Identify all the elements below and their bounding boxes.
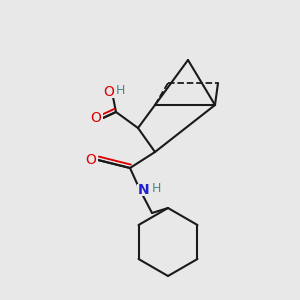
Text: O: O — [85, 153, 96, 167]
Bar — [84, 154, 98, 166]
Bar — [101, 86, 117, 98]
Text: N: N — [138, 183, 150, 197]
Text: H: H — [151, 182, 161, 196]
Text: H: H — [115, 83, 125, 97]
Bar — [137, 184, 151, 196]
Text: O: O — [103, 85, 114, 99]
Text: O: O — [91, 111, 101, 125]
Bar — [89, 112, 103, 124]
